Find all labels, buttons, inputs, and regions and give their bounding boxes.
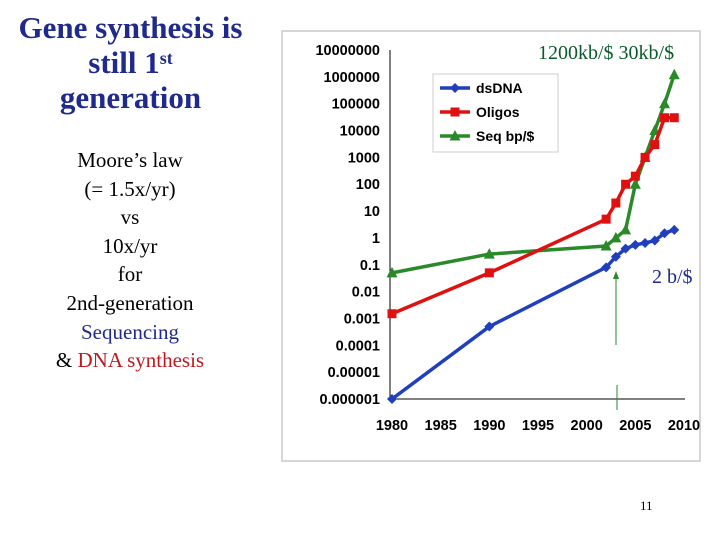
legend-label: Seq bp/$ xyxy=(476,128,535,144)
x-tick-label: 1990 xyxy=(473,418,505,434)
y-tick-label: 100000 xyxy=(332,97,380,113)
ampersand: & xyxy=(55,348,73,373)
dna-synthesis-word: DNA synthesis xyxy=(77,348,205,373)
data-point-diamond xyxy=(659,228,670,239)
x-tick-label: 1995 xyxy=(522,418,554,434)
y-tick-label: 0.0001 xyxy=(336,338,380,354)
y-tick-label: 0.001 xyxy=(344,311,380,327)
data-point-diamond xyxy=(387,394,397,404)
body-line-dna-synthesis: & DNA synthesis xyxy=(40,346,220,375)
data-series xyxy=(386,68,680,404)
data-point-square xyxy=(630,171,640,181)
data-point-triangle xyxy=(449,130,461,141)
annotation-mid: 2 b/$ xyxy=(652,266,693,288)
data-point-diamond xyxy=(610,251,621,262)
data-point-square xyxy=(640,152,650,162)
y-tick-label: 1000000 xyxy=(324,70,380,86)
data-point-square xyxy=(450,107,460,117)
data-point-triangle xyxy=(610,231,622,243)
data-point-square xyxy=(660,113,670,123)
data-point-diamond xyxy=(630,239,641,250)
data-point-square xyxy=(387,309,397,319)
y-tick-label: 10 xyxy=(364,204,380,220)
series-oligos xyxy=(387,113,679,319)
series-line xyxy=(391,115,675,316)
legend-entry: dsDNA xyxy=(440,80,523,96)
data-point-diamond xyxy=(450,83,460,93)
data-point-diamond xyxy=(484,321,495,332)
data-point-square xyxy=(611,198,621,208)
legend-label: Oligos xyxy=(476,104,520,120)
series-dsdna xyxy=(387,224,680,404)
data-point-triangle xyxy=(620,223,632,235)
x-tick-labels: 1980 1985 1990 1995 2000 2005 2010 xyxy=(376,418,700,434)
legend-entry: Oligos xyxy=(440,104,520,120)
y-tick-label: 0.00001 xyxy=(328,365,380,381)
annotation-top: 1200kb/$ 30kb/$ xyxy=(538,42,675,64)
data-point-square xyxy=(601,214,611,224)
slide-title: Gene synthesis is still 1st generation xyxy=(8,10,253,115)
y-tick-label: 100 xyxy=(356,177,380,193)
body-line-1: Moore’s law xyxy=(77,148,183,172)
data-point-triangle xyxy=(668,68,680,80)
body-line-3: vs xyxy=(120,205,140,230)
data-point-square xyxy=(650,140,660,150)
legend-label: dsDNA xyxy=(476,80,523,96)
data-point-triangle xyxy=(386,266,398,278)
series-line xyxy=(391,74,676,275)
data-point-diamond xyxy=(620,243,631,254)
y-tick-label: 10000 xyxy=(340,124,380,140)
y-tick-label: 0.1 xyxy=(360,258,380,274)
y-tick-label: 0.000001 xyxy=(320,392,380,408)
y-tick-labels: 10000000 1000000 100000 10000 1000 100 10 1 0.1 0… xyxy=(315,43,380,408)
title-end: generation xyxy=(59,80,202,115)
y-tick-label: 0.01 xyxy=(352,285,380,301)
body-line-6: 2nd-generation xyxy=(66,290,194,315)
data-point-square xyxy=(484,268,494,278)
y-tick-label: 1000 xyxy=(348,150,380,166)
y-tick-label: 10000000 xyxy=(315,43,380,59)
x-tick-label: 1985 xyxy=(425,418,457,434)
series-line xyxy=(390,228,675,401)
body-line-5: for xyxy=(117,262,143,287)
data-point-triangle xyxy=(629,178,641,189)
page-number: 11 xyxy=(640,498,653,513)
body-line-sequencing: Sequencing xyxy=(81,319,179,344)
body-line-4: 10x/yr xyxy=(102,233,158,258)
data-point-diamond xyxy=(649,235,660,246)
data-point-square xyxy=(621,179,631,189)
slide-body-text: Moore’s law (= 1.5x/yr) vs 10x/yr for 2n… xyxy=(40,146,220,375)
x-tick-label: 2010 xyxy=(668,418,700,434)
data-point-triangle xyxy=(659,97,671,109)
data-point-diamond xyxy=(601,262,612,273)
data-point-diamond xyxy=(669,224,680,235)
body-line-2: (= 1.5x/yr) xyxy=(84,176,176,201)
title-main: Gene synthesis is still 1 xyxy=(18,10,243,80)
data-point-triangle xyxy=(483,248,495,259)
data-point-diamond xyxy=(640,237,651,248)
data-point-square xyxy=(669,113,679,123)
legend: dsDNA Oligos Seq bp/$ xyxy=(432,73,559,153)
annotation-arrow-head xyxy=(613,271,619,279)
y-tick-label: 1 xyxy=(372,231,380,247)
title-superscript: st xyxy=(159,48,173,68)
legend-entry: Seq bp/$ xyxy=(440,128,535,144)
x-tick-label: 2000 xyxy=(571,418,603,434)
x-tick-label: 2005 xyxy=(619,418,651,434)
x-tick-label: 1980 xyxy=(376,418,408,434)
data-point-triangle xyxy=(600,240,612,251)
